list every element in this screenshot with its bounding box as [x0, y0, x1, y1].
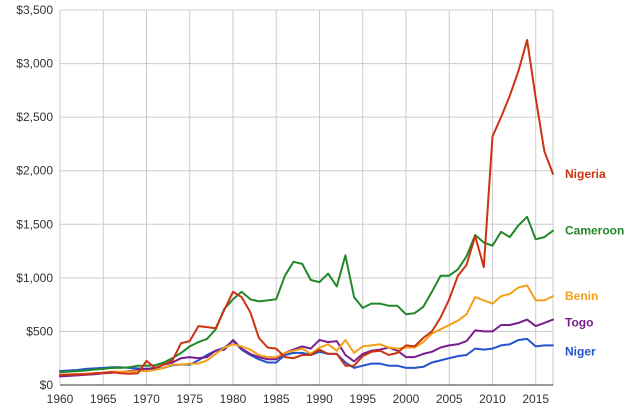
- series-line-benin: [59, 284, 554, 376]
- x-tick-label: 2005: [436, 392, 463, 406]
- x-tick-label: 1975: [176, 392, 203, 406]
- x-axis-ticks: 1960 1965 1970 1975 1980 1985 1990 1995 2000 2005…: [47, 392, 550, 406]
- series-line-nigeria: [59, 39, 554, 376]
- series-label-niger: Niger: [565, 344, 596, 358]
- y-tick-label: $2,500: [16, 110, 53, 124]
- series-label-togo: Togo: [565, 316, 593, 330]
- x-tick-label: 2000: [393, 392, 420, 406]
- series-label-cameroon: Cameroon: [565, 224, 624, 238]
- x-tick-label: 1960: [47, 392, 74, 406]
- y-tick-label: $500: [26, 324, 53, 338]
- x-tick-label: 1995: [349, 392, 376, 406]
- y-tick-label: $1,500: [16, 217, 53, 231]
- x-tick-label: 1980: [220, 392, 247, 406]
- y-tick-label: $1,000: [16, 271, 53, 285]
- x-tick-label: 1965: [90, 392, 117, 406]
- x-tick-label: 2015: [522, 392, 549, 406]
- series-lines: [59, 39, 554, 378]
- y-axis-ticks: $0 $500 $1,000 $1,500 $2,000 $2,500 $3,000 $3,5…: [16, 3, 53, 392]
- x-tick-label: 1985: [263, 392, 290, 406]
- gridlines: [59, 9, 554, 385]
- x-tick-label: 1970: [133, 392, 160, 406]
- y-tick-label: $3,000: [16, 57, 53, 71]
- series-line-togo: [59, 318, 554, 378]
- y-tick-label: $3,500: [16, 3, 53, 17]
- y-tick-label: $0: [40, 378, 54, 392]
- series-labels: Nigeria Cameroon Benin Togo Niger: [565, 167, 624, 358]
- y-tick-label: $2,000: [16, 164, 53, 178]
- series-label-nigeria: Nigeria: [565, 167, 606, 181]
- x-tick-label: 1990: [306, 392, 333, 406]
- x-tick-label: 2010: [479, 392, 506, 406]
- series-label-benin: Benin: [565, 289, 598, 303]
